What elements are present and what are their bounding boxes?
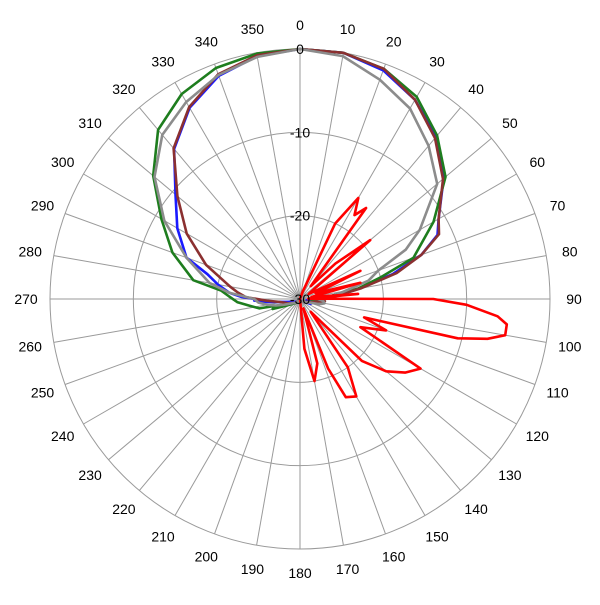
spoke-300 — [83, 173, 301, 300]
angle-label-150: 150 — [425, 528, 449, 544]
spoke-210 — [174, 298, 301, 516]
spoke-320 — [138, 107, 301, 300]
angle-label-260: 260 — [19, 339, 43, 355]
spoke-130 — [299, 298, 492, 461]
radial-tick-minus-10: -10 — [290, 124, 310, 140]
spoke-110 — [299, 298, 536, 385]
angle-label-130: 130 — [498, 467, 522, 483]
angle-label-320: 320 — [112, 81, 136, 97]
angle-label-110: 110 — [546, 385, 569, 401]
polar-grid — [49, 48, 551, 550]
angle-label-170: 170 — [336, 561, 360, 577]
spoke-230 — [108, 298, 301, 461]
spoke-30 — [299, 82, 426, 300]
angle-label-30: 30 — [429, 54, 445, 70]
angle-label-220: 220 — [112, 501, 136, 517]
angle-label-50: 50 — [502, 115, 518, 131]
angle-label-330: 330 — [151, 54, 175, 70]
angle-label-40: 40 — [468, 81, 484, 97]
angle-label-240: 240 — [51, 428, 75, 444]
angle-label-340: 340 — [195, 34, 219, 50]
angle-label-180: 180 — [288, 565, 312, 581]
spoke-260 — [53, 298, 301, 343]
spoke-330 — [174, 82, 301, 300]
series-layer — [151, 47, 509, 399]
angle-label-60: 60 — [530, 154, 546, 170]
radial-tick-minus-20: -20 — [290, 208, 310, 224]
angle-label-90: 90 — [566, 291, 582, 307]
spoke-340 — [214, 63, 301, 300]
angle-label-20: 20 — [386, 34, 402, 50]
spoke-240 — [83, 298, 301, 425]
angle-label-210: 210 — [151, 528, 175, 544]
spoke-310 — [108, 137, 301, 300]
radial-tick-0: 0 — [296, 41, 304, 57]
spoke-190 — [256, 298, 301, 546]
angle-label-0: 0 — [296, 17, 304, 33]
angle-label-310: 310 — [78, 115, 102, 131]
angle-label-100: 100 — [558, 339, 582, 355]
spoke-10 — [299, 52, 344, 300]
spoke-60 — [299, 173, 517, 300]
angle-label-200: 200 — [195, 549, 219, 565]
angle-label-350: 350 — [241, 21, 265, 37]
spoke-140 — [299, 298, 462, 491]
angle-label-280: 280 — [19, 243, 43, 259]
spoke-20 — [299, 63, 386, 300]
spoke-40 — [299, 107, 462, 300]
angle-label-140: 140 — [464, 501, 488, 517]
angle-label-80: 80 — [562, 243, 578, 259]
spoke-280 — [53, 255, 301, 300]
spoke-290 — [64, 213, 301, 300]
label-layer: 0 10 20 30 40 50 60 70 80 90 100 110 120 130 140 150 160… — [14, 17, 582, 581]
angle-label-250: 250 — [31, 385, 55, 401]
radial-tick-minus-30: -30 — [290, 291, 310, 307]
series-line-5 — [298, 196, 509, 399]
series-line-4 — [153, 47, 439, 307]
angle-label-10: 10 — [340, 21, 356, 37]
angle-label-70: 70 — [550, 197, 566, 213]
angle-label-300: 300 — [51, 154, 75, 170]
spoke-170 — [299, 298, 344, 546]
angle-label-190: 190 — [241, 561, 265, 577]
spoke-350 — [256, 52, 301, 300]
spoke-250 — [64, 298, 301, 385]
spoke-220 — [138, 298, 301, 491]
angle-label-290: 290 — [31, 197, 55, 213]
angle-label-230: 230 — [78, 467, 102, 483]
spoke-200 — [214, 298, 301, 535]
angle-label-270: 270 — [14, 291, 38, 307]
spoke-150 — [299, 298, 426, 516]
angle-label-160: 160 — [382, 549, 406, 565]
angle-label-120: 120 — [526, 428, 550, 444]
